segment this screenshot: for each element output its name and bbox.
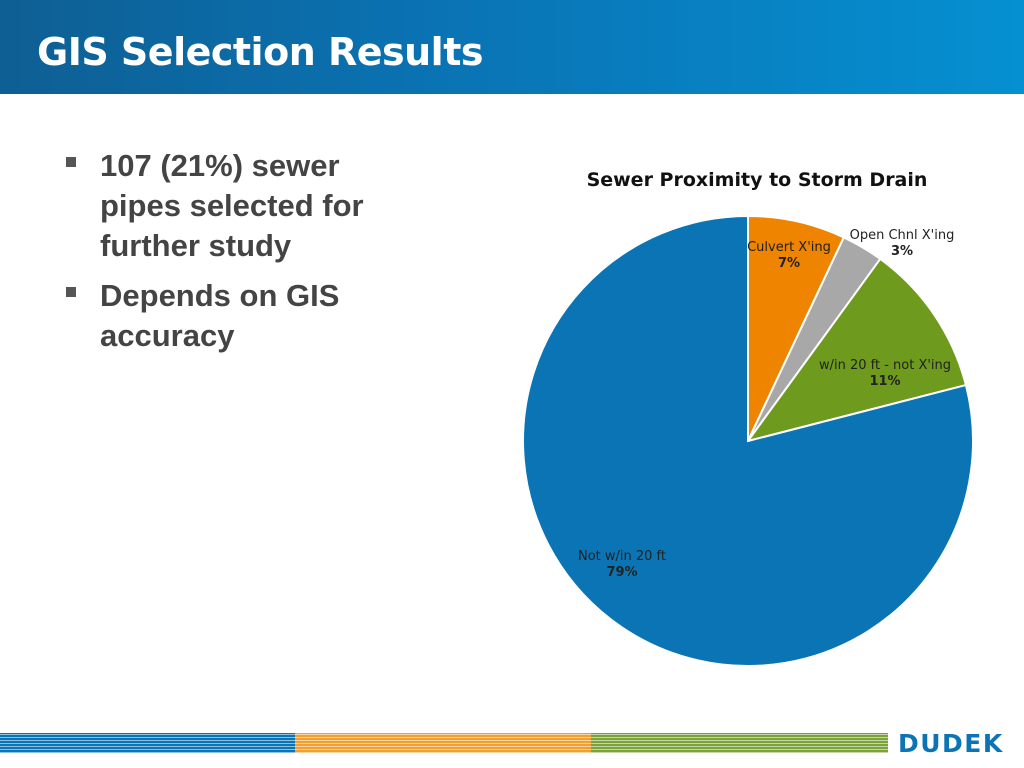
company-logo: DUDEK [898, 729, 1004, 758]
pie-slice-value-label: 11% [869, 374, 900, 389]
square-bullet-icon [66, 157, 76, 167]
footer-stripe-blue [0, 733, 295, 753]
pie-slice-value-label: 3% [891, 244, 913, 259]
bullet-text: 107 (21%) sewer pipes selected for furth… [100, 148, 364, 263]
pie-slice-label: Culvert X'ing [747, 240, 831, 255]
pie-slices [522, 214, 974, 667]
pie-slice-value-label: 7% [778, 256, 800, 271]
square-bullet-icon [66, 287, 76, 297]
chart-title: Sewer Proximity to Storm Drain [587, 169, 928, 191]
slide-title: GIS Selection Results [37, 30, 483, 74]
pie-slice-label: Open Chnl X'ing [850, 228, 955, 243]
pie-slice-3 [745, 257, 968, 443]
footer-stripe-orange [295, 733, 591, 753]
pie-slice-value-label: 79% [606, 565, 637, 580]
footer-stripe-green [591, 733, 888, 753]
pie-slice-4 [522, 214, 974, 667]
bullet-item: Depends on GIS accuracy [62, 276, 422, 356]
bullet-text: Depends on GIS accuracy [100, 278, 340, 353]
bullet-item: 107 (21%) sewer pipes selected for furth… [62, 146, 422, 266]
pie-chart: Sewer Proximity to Storm Drain Culvert X… [522, 169, 974, 667]
title-bar: GIS Selection Results [0, 0, 1024, 94]
pie-slice-label: Not w/in 20 ft [578, 549, 666, 564]
pie-slice-label: w/in 20 ft - not X'ing [819, 358, 951, 373]
bullet-list: 107 (21%) sewer pipes selected for furth… [62, 146, 422, 366]
